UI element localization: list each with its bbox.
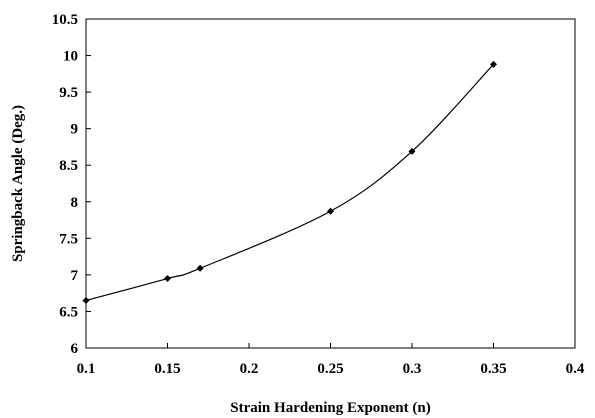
x-tick-label: 0.2 bbox=[240, 361, 259, 377]
x-tick-label: 0.35 bbox=[480, 361, 506, 377]
y-tick-label: 9.5 bbox=[59, 85, 78, 101]
y-tick-label: 9 bbox=[71, 122, 79, 138]
x-tick-label: 0.3 bbox=[403, 361, 422, 377]
data-markers bbox=[82, 60, 497, 304]
y-tick-label: 10 bbox=[63, 49, 78, 65]
y-tick-label: 6.5 bbox=[59, 304, 78, 320]
y-tick-label: 7.5 bbox=[59, 231, 78, 247]
plot-frame bbox=[85, 18, 576, 349]
x-tick-label: 0.4 bbox=[566, 361, 585, 377]
x-axis-title: Strain Hardening Exponent (n) bbox=[230, 400, 430, 416]
x-tick-label: 0.1 bbox=[77, 361, 96, 377]
x-axis-ticks: 0.1 0.15 0.2 0.25 0.3 0.35 0.4 bbox=[77, 343, 585, 377]
y-axis-ticks: 6 6.5 7 7.5 8 8.5 9 9.5 10 10.5 bbox=[52, 12, 91, 357]
data-point-marker bbox=[82, 296, 90, 304]
data-point-marker bbox=[327, 207, 334, 215]
y-tick-label: 8.5 bbox=[59, 158, 78, 174]
data-point-marker bbox=[164, 275, 171, 283]
data-point-marker bbox=[196, 264, 204, 272]
x-tick-label: 0.25 bbox=[317, 361, 343, 377]
data-point-marker bbox=[408, 147, 416, 155]
y-axis-title: Springback Angle (Deg.) bbox=[10, 105, 26, 262]
x-tick-label: 0.15 bbox=[154, 361, 180, 377]
data-point-marker bbox=[490, 60, 497, 68]
y-tick-label: 10.5 bbox=[52, 12, 78, 28]
y-tick-label: 8 bbox=[71, 195, 79, 211]
series-line bbox=[85, 63, 494, 302]
y-tick-label: 6 bbox=[71, 341, 79, 357]
y-tick-label: 7 bbox=[71, 268, 79, 284]
